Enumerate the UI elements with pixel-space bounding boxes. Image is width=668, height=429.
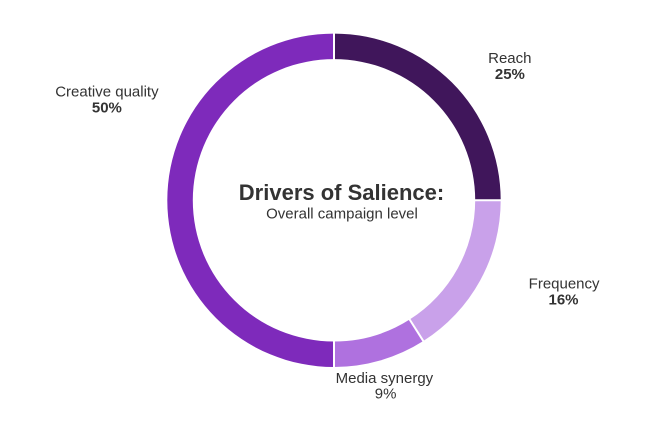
svg-text:Reach: Reach (488, 50, 531, 67)
svg-text:9%: 9% (375, 386, 397, 403)
svg-text:Creative quality: Creative quality (55, 84, 159, 101)
svg-text:Media synergy: Media synergy (336, 370, 434, 387)
svg-text:Frequency: Frequency (529, 276, 600, 293)
svg-text:25%: 25% (495, 66, 525, 83)
svg-text:50%: 50% (92, 100, 122, 117)
svg-text:Drivers of Salience:: Drivers of Salience: (239, 180, 444, 205)
svg-text:16%: 16% (548, 291, 578, 308)
svg-text:Overall campaign level: Overall campaign level (266, 205, 418, 222)
